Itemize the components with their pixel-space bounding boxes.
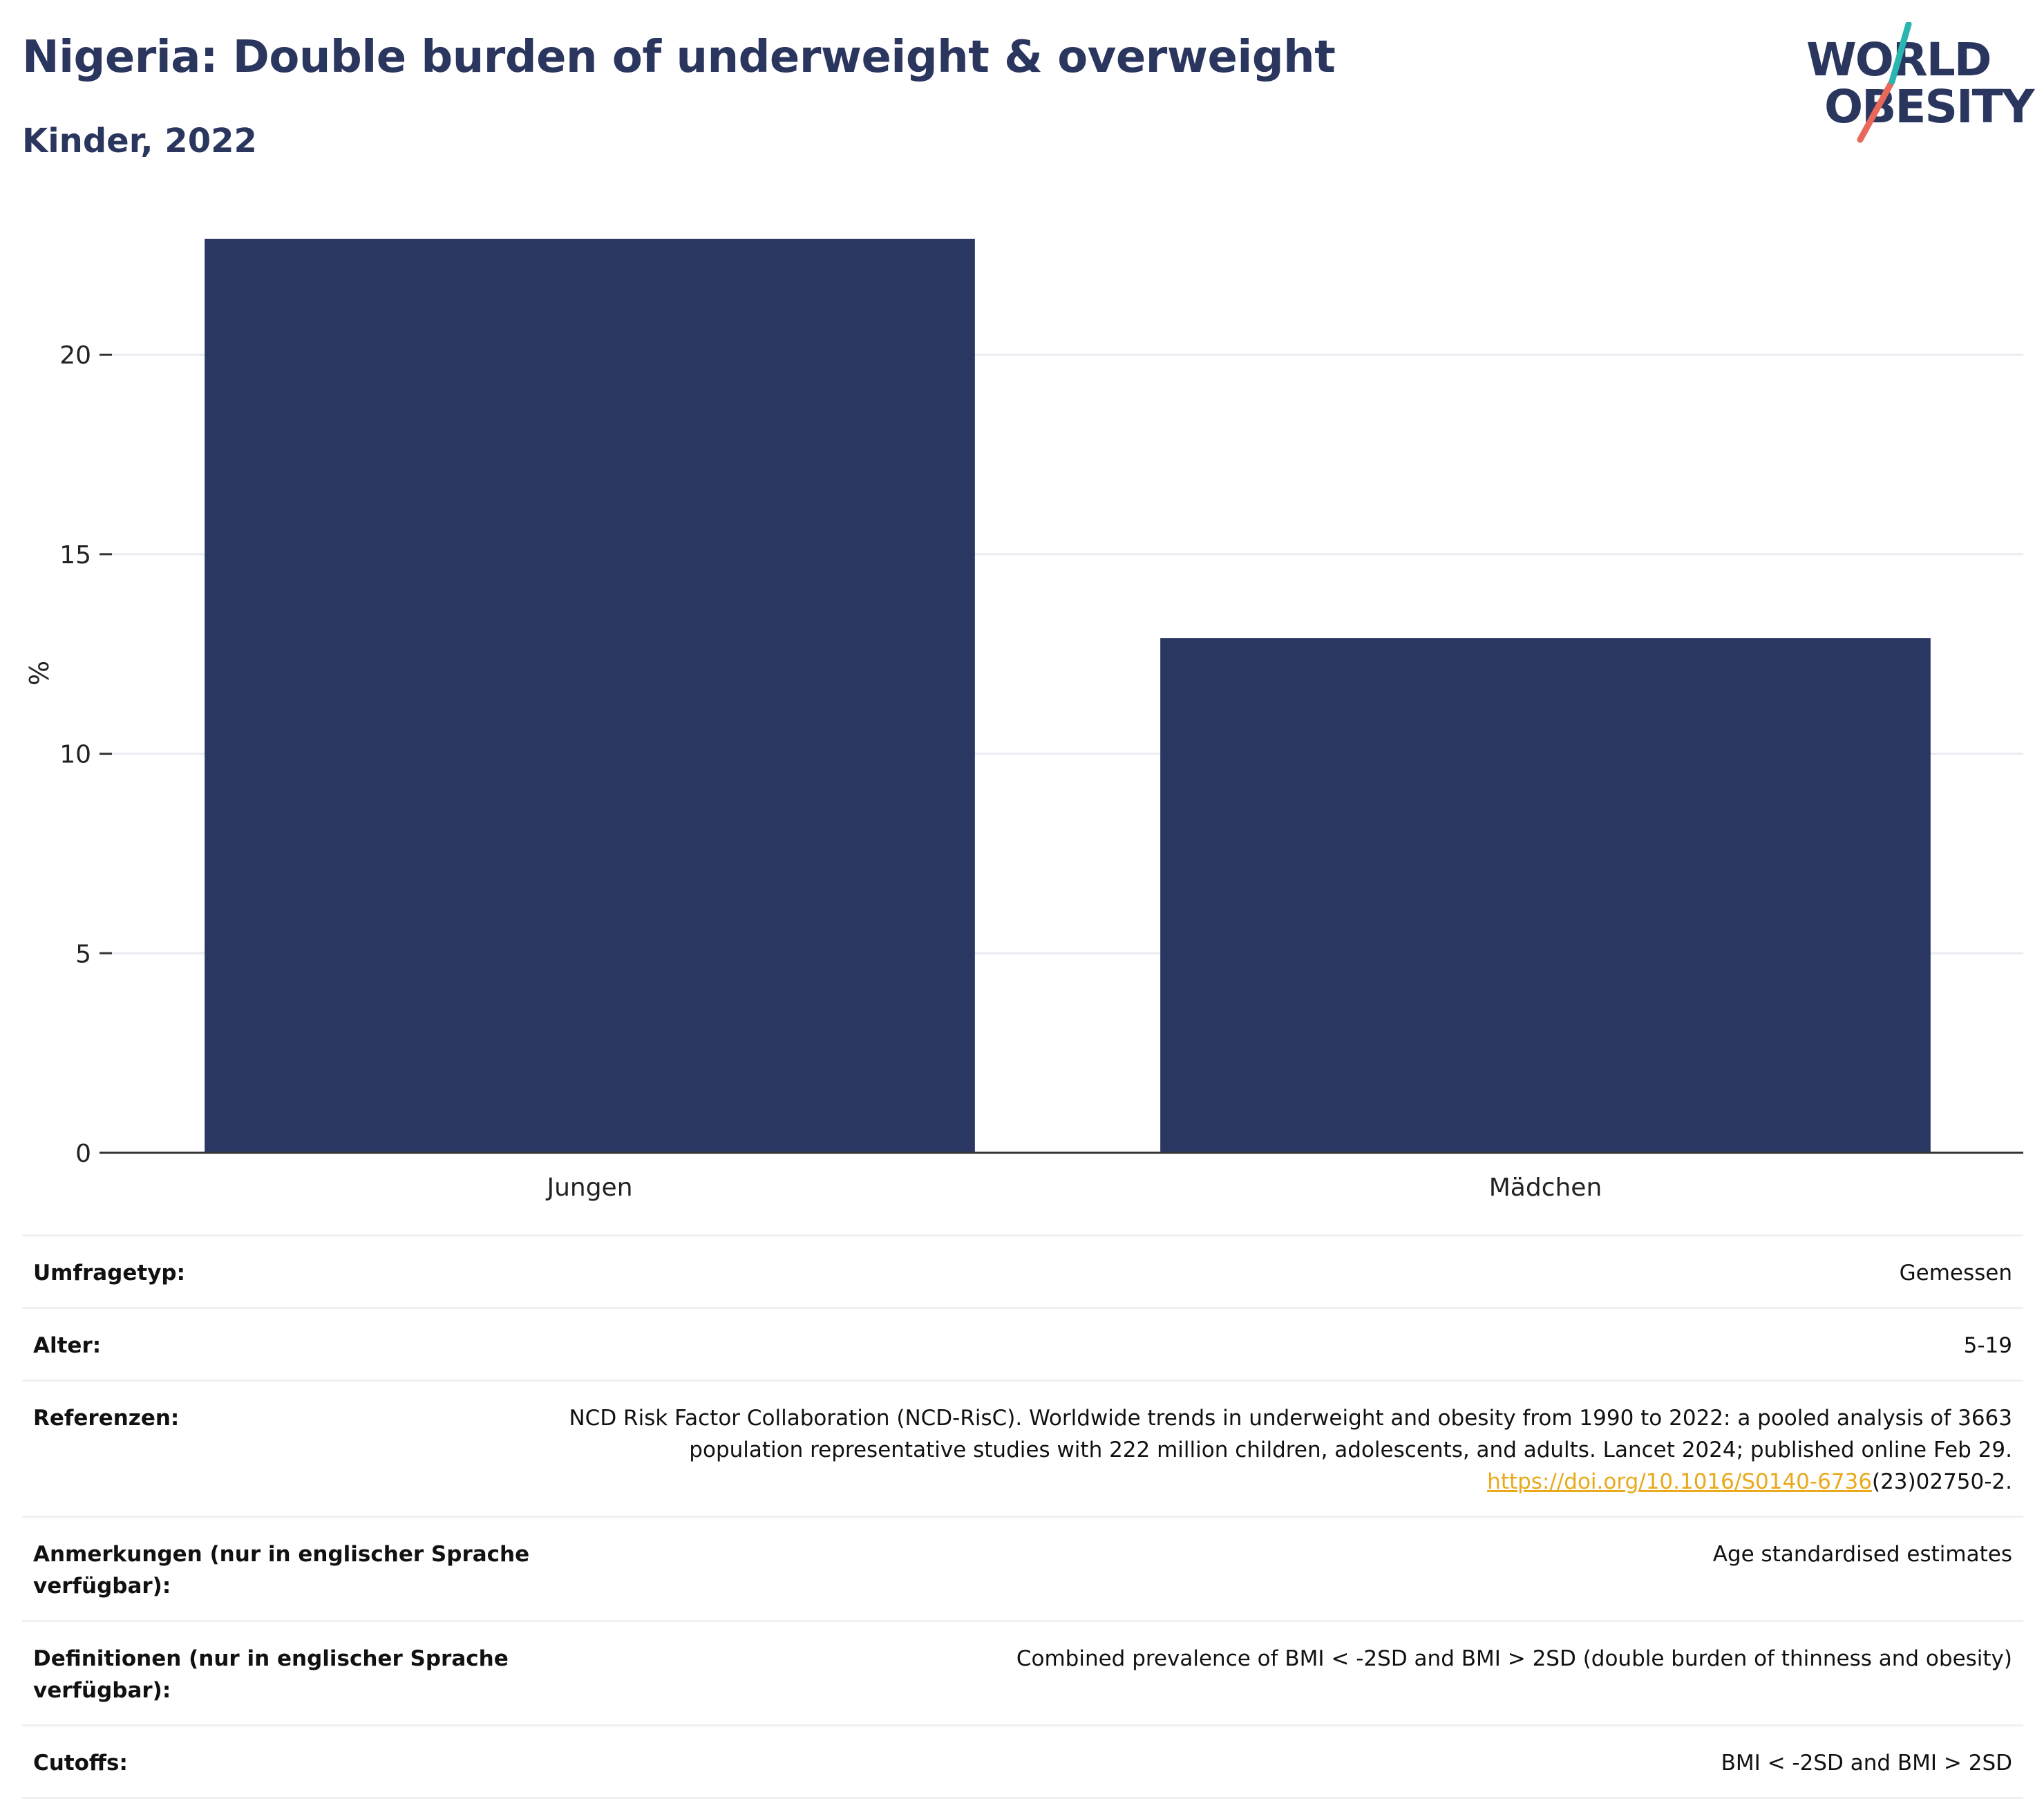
meta-value: 5-19 [1963,1333,2012,1358]
meta-key: Cutoffs: [33,1751,128,1776]
logo-slash-icon [1857,22,1912,143]
doi-link[interactable]: https://doi.org/10.1016/S0140-6736 [1487,1469,1872,1494]
y-tick-label: 5 [75,940,91,968]
y-tick-label: 15 [59,541,91,569]
meta-row: Alter: 5-19 [22,1307,2023,1379]
logo-word-obesity: OBESITY [1824,80,2034,133]
meta-row: Cutoffs: BMI < -2SD and BMI > 2SD [22,1724,2023,1799]
meta-row: Anmerkungen (nur in englischer Sprache v… [22,1516,2023,1620]
bar-m-dchen [1160,638,1931,1153]
bar-jungen [205,238,975,1153]
y-tick-label: 0 [75,1140,91,1168]
chart-title: Nigeria: Double burden of underweight & … [22,32,1336,83]
meta-value: BMI < -2SD and BMI > 2SD [1721,1751,2012,1776]
meta-value: Gemessen [1899,1261,2012,1285]
doi-suffix: (23)02750-2. [1871,1469,2012,1494]
meta-row: Referenzen: NCD Risk Factor Collaboration… [22,1379,2023,1516]
y-tick-label: 10 [59,741,91,769]
x-tick-label: Jungen [545,1174,632,1202]
metadata-table: Umfragetyp: Gemessen Alter: 5-19 Referenzen:… [22,1234,2023,1799]
bar-chart: 0 5 10 15 20 Jungen Mädchen% [24,238,2023,1202]
meta-key: Definitionen (nur in englischer Sprache … [33,1646,509,1703]
meta-row: Umfragetyp: Gemessen [22,1234,2023,1307]
y-tick-label: 20 [59,341,91,370]
meta-key: Anmerkungen (nur in englischer Sprache v… [33,1542,530,1599]
meta-key: Umfragetyp: [33,1261,185,1285]
chart-subtitle: Kinder, 2022 [22,122,257,160]
meta-row: Definitionen (nur in englischer Sprache … [22,1620,2023,1724]
meta-value: Combined prevalence of BMI < -2SD and BM… [1016,1646,2012,1671]
meta-key: Alter: [33,1333,102,1358]
meta-value: NCD Risk Factor Collaboration (NCD-RisC)… [569,1406,2012,1494]
meta-value: Age standardised estimates [1712,1542,2012,1567]
y-axis-label: % [24,661,55,686]
meta-key: Referenzen: [33,1406,180,1431]
world-obesity-logo[interactable]: WORLD OBESITY [1804,22,2034,147]
x-tick-label: Mädchen [1489,1174,1602,1202]
